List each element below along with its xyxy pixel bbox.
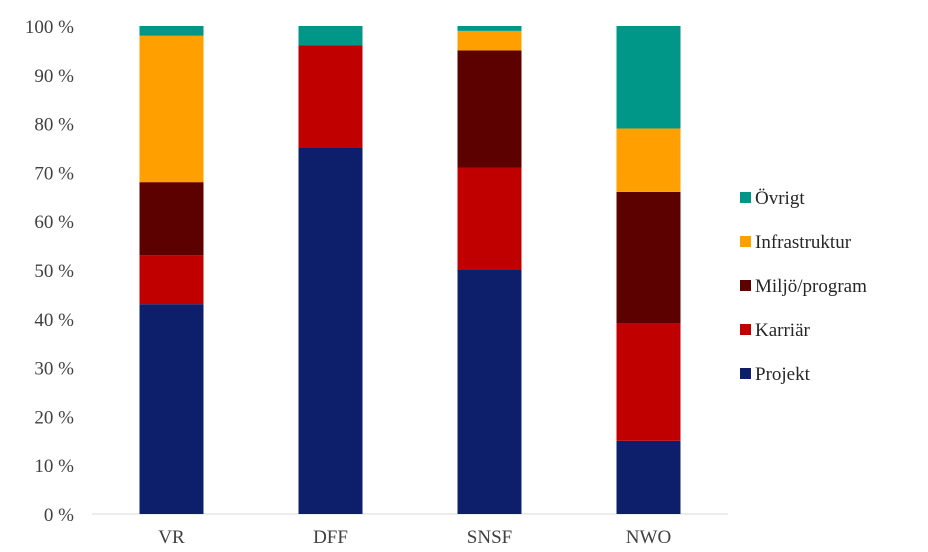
bar-segment [139,255,204,305]
bar-segment [457,270,522,514]
bar-segment [616,440,681,514]
legend: Övrigt Infrastruktur Miljö/program Karriär P… [740,188,867,385]
legend-swatch [740,192,751,203]
x-tick-label: VR [158,527,185,548]
y-axis-ticks: 0 % 10 % 20 % 30 % 40 % 50 % 60 % 70 % 80 % 90 % 1… [25,17,74,526]
legend-swatch [740,324,751,335]
y-tick-label: 100 % [25,17,74,38]
bar-segment [139,35,204,183]
legend-swatch [740,236,751,247]
bar-segment [457,30,522,51]
bar-segment [298,148,363,514]
legend-label: Miljö/program [755,276,867,297]
bars [139,26,681,514]
bar-segment [616,323,681,441]
y-tick-label: 20 % [34,407,74,428]
bar-segment [139,26,204,36]
bar-segment [139,182,204,256]
legend-label: Karriär [755,320,811,341]
y-tick-label: 60 % [34,212,74,233]
bar-segment [616,128,681,192]
y-tick-label: 30 % [34,359,74,380]
bar-segment [298,45,363,148]
bar-segment [139,304,204,514]
legend-label: Projekt [755,364,811,385]
bar-segment [457,26,522,31]
legend-swatch [740,280,751,291]
bar-segment [457,167,522,270]
y-tick-label: 0 % [44,505,74,526]
y-tick-label: 90 % [34,66,74,87]
x-tick-label: NWO [626,527,671,548]
x-tick-label: DFF [313,527,348,548]
y-tick-label: 50 % [34,261,74,282]
y-tick-label: 80 % [34,115,74,136]
bar-segment [298,26,363,46]
legend-label: Övrigt [755,188,805,209]
legend-swatch [740,368,751,379]
x-tick-label: SNSF [467,527,512,548]
bar-segment [457,50,522,168]
y-tick-label: 40 % [34,310,74,331]
x-axis-ticks: VR DFF SNSF NWO [158,527,671,548]
y-tick-label: 10 % [34,456,74,477]
y-tick-label: 70 % [34,163,74,184]
legend-label: Infrastruktur [755,232,852,253]
bar-segment [616,26,681,129]
bar-segment [616,191,681,324]
